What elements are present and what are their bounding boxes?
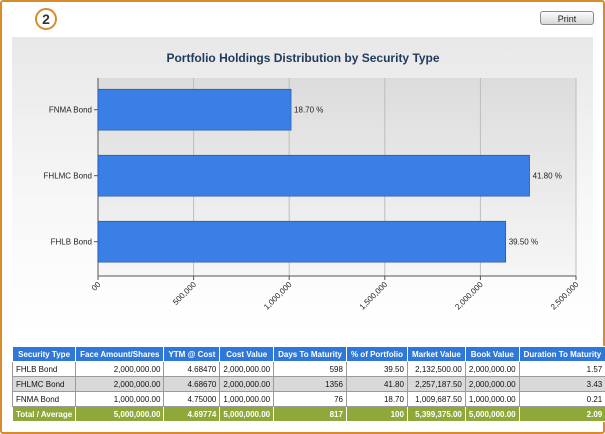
table-cell: 18.70 [345,391,408,407]
x-tick-label: 1,000,000 [262,280,294,312]
category-label: FHLMC Bond [44,172,92,181]
table-header-row: Security Type Face Amount/Shares YTM @ Cos… [11,346,605,362]
holdings-table: Security Type Face Amount/Shares YTM @ Cos… [11,346,605,422]
column-header: Book Value [464,346,520,362]
step-number-badge: 2 [35,8,57,30]
table-cell: 2.09 [518,406,605,422]
category-label: FHLB Bond [51,238,92,247]
table-cell: 100 [345,406,408,422]
table-cell: 1,000,000.00 [75,391,165,407]
column-header: YTM @ Cost [163,346,221,362]
table-cell: 5,000,000.00 [75,406,165,422]
x-tick-label: 00 [90,280,103,293]
bar [97,154,530,197]
table-row: FNMA Bond 1,000,000.00 4.75000 1,000,000.00… [11,391,605,407]
column-header: Days To Maturity [273,346,347,362]
column-header: Security Type [11,346,77,362]
chart-title: Portfolio Holdings Distribution by Secur… [166,51,439,65]
table-cell: 2,257,187.50 [406,376,466,392]
table-row: FHLMC Bond 2,000,000.00 4.68670 2,000,000.0… [11,376,605,392]
table-cell: 2,000,000.00 [219,376,275,392]
table-cell: 41.80 [345,376,408,392]
table-cell: 3.43 [518,376,605,392]
table-cell: 4.68670 [163,376,221,392]
table-cell: 598 [273,361,347,377]
data-label: 39.50 % [509,238,538,247]
table-cell: 2,000,000.00 [75,361,165,377]
holdings-bar-chart: Portfolio Holdings Distribution by Secur… [44,51,581,312]
column-header: % of Portfolio [345,346,408,362]
table-cell: 1,000,000.00 [464,391,520,407]
column-header: Market Value [406,346,466,362]
column-header: Duration To Maturity [518,346,605,362]
table-cell: 1,000,000.00 [219,391,275,407]
table-row: FHLB Bond 2,000,000.00 4.68470 2,000,000.00… [11,361,605,377]
bar [97,220,507,263]
table-cell: 76 [273,391,347,407]
category-label: FNMA Bond [49,106,92,115]
column-header: Face Amount/Shares [75,346,165,362]
column-header: Cost Value [219,346,275,362]
table-cell: 4.68470 [163,361,221,377]
table-total-row: Total / Average 5,000,000.00 4.69774 5,000,… [11,406,605,422]
x-tick-label: 2,500,000 [549,280,581,312]
data-label: 18.70 % [294,106,323,115]
table-cell: 2,000,000.00 [464,361,520,377]
x-tick-label: 500,000 [171,280,198,307]
table-cell: 39.50 [345,361,408,377]
table-cell: 5,000,000.00 [219,406,275,422]
table-body: FHLB Bond 2,000,000.00 4.68470 2,000,000.00… [11,361,605,422]
table-cell: 5,000,000.00 [464,406,520,422]
table-cell: 4.75000 [163,391,221,407]
table-cell: 5,399,375.00 [406,406,466,422]
print-button[interactable]: Print [540,11,594,25]
table-cell: 2,000,000.00 [464,376,520,392]
chart-panel: Portfolio Holdings Distribution by Secur… [12,37,593,333]
table-cell: FHLB Bond [11,361,77,377]
table-cell: 1,009,687.50 [406,391,466,407]
table-cell: 4.69774 [163,406,221,422]
table-cell: FHLMC Bond [11,376,77,392]
table-cell: 1.57 [518,361,605,377]
table-cell: 1356 [273,376,347,392]
bar [97,88,292,131]
table-cell: 2,132,500.00 [406,361,466,377]
table-cell: FNMA Bond [11,391,77,407]
x-tick-label: 2,000,000 [453,280,485,312]
data-label: 41.80 % [533,172,562,181]
table-cell: 2,000,000.00 [219,361,275,377]
table-cell: Total / Average [11,406,77,422]
x-tick-label: 1,500,000 [358,280,390,312]
table-cell: 817 [273,406,347,422]
table-cell: 0.21 [518,391,605,407]
table-cell: 2,000,000.00 [75,376,165,392]
